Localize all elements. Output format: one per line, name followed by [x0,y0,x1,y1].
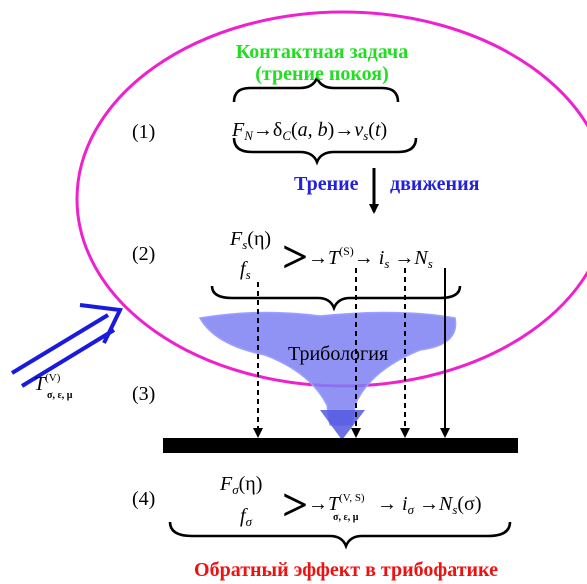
bottom-title: Обратный эффект в трибофатике [194,559,498,581]
formula-4-T-sub: σ, ε, μ [333,512,359,523]
contact-title-line2: (трение покоя) [255,63,389,85]
formula-1: FN→δC(a, b)→vs(t) [231,119,387,143]
formula-2-F: Fs(η) [229,228,271,252]
formula-4-f: fσ [240,505,253,529]
step-1: (1) [132,121,155,143]
tribology-funnel [198,311,457,440]
formula-2-rest: →T(S)→ is →Ns [308,244,433,271]
left-input-sub: σ, ε, μ [47,390,73,401]
friction-word-1: Трение [294,173,359,195]
brace-under-4 [168,521,512,550]
formula-2-gt: > [282,231,308,282]
formula-4-F: Fσ(η) [219,473,262,497]
formula-4-gt: > [282,479,308,530]
tribology-label: Трибология [288,343,388,365]
step-3: (3) [132,383,155,405]
contact-title-line1: Контактная задача [236,41,408,63]
brace-under-2 [210,285,462,312]
formula-4-rest: →T(V, S) [308,492,365,515]
step-4: (4) [132,488,155,510]
brace-top-1 [232,74,400,103]
input-arrow [10,303,124,388]
formula-4-tail: → iσ →Ns(σ) [377,493,482,517]
formula-2-f: fs [240,258,251,282]
ground-bar [163,438,518,453]
left-input-T: T(V) [34,372,61,395]
brace-under-1 [232,137,418,166]
step-2: (2) [132,243,155,265]
friction-word-2: движения [390,173,480,195]
